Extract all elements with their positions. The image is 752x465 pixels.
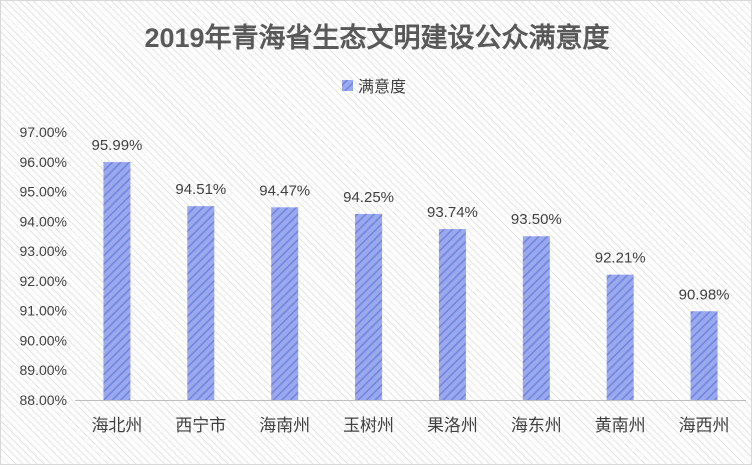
chart-title: 2019年青海省生态文明建设公众满意度 (144, 22, 609, 53)
y-tick-label: 95.00% (20, 184, 67, 200)
x-tick-label: 西宁市 (175, 416, 226, 435)
y-tick-label: 93.00% (20, 243, 67, 259)
x-axis: 海北州 西宁市 海南州 玉树州 果洛州 海东州 黄南州 海西州 (75, 400, 746, 435)
data-label: 93.50% (511, 211, 562, 228)
y-tick-label: 90.00% (20, 332, 67, 348)
data-label: 94.47% (259, 182, 310, 199)
y-axis: 88.00% 89.00% 90.00% 91.00% 92.00% 93.00% 94.0… (20, 124, 67, 408)
data-label: 94.25% (343, 189, 394, 206)
x-tick-label: 黄南州 (595, 416, 646, 435)
bar (606, 274, 634, 400)
y-tick-label: 94.00% (20, 213, 67, 229)
x-tick-label: 海北州 (91, 416, 142, 435)
bar (187, 206, 215, 400)
x-tick-label: 玉树州 (343, 416, 394, 435)
y-tick-label: 97.00% (20, 124, 67, 140)
legend: 满意度 (342, 77, 406, 96)
data-label: 90.98% (679, 286, 730, 303)
bar (522, 236, 550, 400)
data-label: 92.21% (595, 250, 646, 267)
y-tick-label: 91.00% (20, 303, 67, 319)
bar (103, 162, 131, 400)
bar (355, 213, 383, 400)
bars: 95.99% 94.51% 94.47% 94.25% 93.74% 93.50% 92.2… (92, 137, 730, 400)
x-tick-label: 海南州 (259, 416, 310, 435)
x-tick-label: 海西州 (679, 416, 730, 435)
y-tick-label: 96.00% (20, 154, 67, 170)
data-label: 95.99% (92, 137, 143, 154)
bar (438, 229, 466, 400)
data-label: 93.74% (427, 204, 478, 221)
legend-swatch (342, 80, 353, 91)
legend-label: 满意度 (358, 77, 406, 96)
y-tick-label: 88.00% (20, 392, 67, 408)
x-tick-label: 海东州 (511, 416, 562, 435)
y-tick-label: 89.00% (20, 362, 67, 378)
x-tick-label: 果洛州 (427, 416, 478, 435)
bar (690, 311, 718, 400)
data-label: 94.51% (175, 181, 226, 198)
y-tick-label: 92.00% (20, 273, 67, 289)
bar (271, 207, 299, 400)
